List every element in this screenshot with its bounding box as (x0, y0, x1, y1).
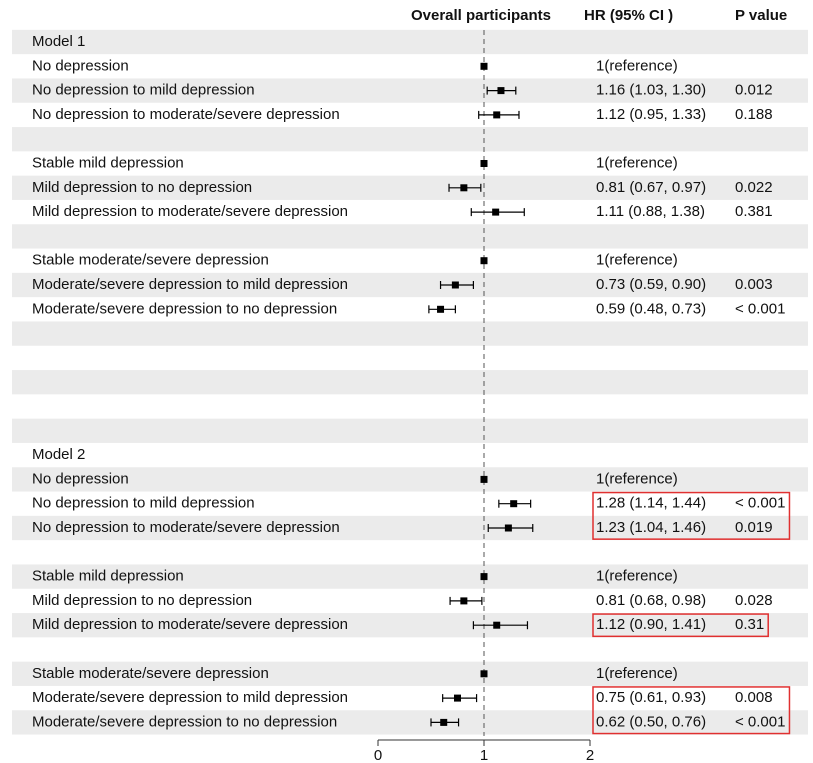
p-header: P value (735, 7, 787, 24)
row-label: Stable mild depression (32, 568, 184, 585)
p-value: < 0.001 (735, 713, 785, 730)
hr-text: 0.81 (0.67, 0.97) (596, 179, 706, 196)
hr-text: 1(reference) (596, 252, 678, 269)
p-value: 0.188 (735, 106, 773, 123)
row-shade (12, 613, 808, 638)
hr-text: 1.16 (1.03, 1.30) (596, 82, 706, 99)
hr-point (480, 257, 488, 265)
highlight-box (592, 686, 791, 735)
row-label: No depression (32, 470, 129, 487)
p-value: 0.022 (735, 179, 773, 196)
row-shade (12, 175, 808, 200)
hr-point (492, 208, 500, 216)
row-shade (12, 127, 808, 152)
hr-point (440, 718, 448, 726)
hr-point (480, 475, 488, 483)
x-tick-label: 2 (586, 747, 594, 763)
row-label: Moderate/severe depression to no depress… (32, 300, 337, 317)
hr-point (493, 111, 501, 119)
hr-text: 1.23 (1.04, 1.46) (596, 519, 706, 536)
p-value: 0.003 (735, 276, 773, 293)
hr-point (497, 87, 505, 95)
x-tick-label: 0 (374, 747, 382, 763)
row-label: Mild depression to moderate/severe depre… (32, 616, 348, 633)
hr-text: 0.75 (0.61, 0.93) (596, 689, 706, 706)
hr-text: 1(reference) (596, 57, 678, 74)
row-label: No depression to moderate/severe depress… (32, 519, 340, 536)
hr-text: 1.28 (1.14, 1.44) (596, 495, 706, 512)
row-shade (12, 370, 808, 395)
hr-point (480, 573, 488, 581)
hr-point (454, 694, 461, 702)
row-shade (12, 321, 808, 346)
highlight-box (592, 613, 769, 638)
hr-text: 1(reference) (596, 665, 678, 682)
row-label: No depression to mild depression (32, 82, 255, 99)
row-shade (12, 78, 808, 103)
plot-header: Overall participants (411, 7, 551, 24)
hr-point (504, 524, 512, 532)
row-label: Mild depression to no depression (32, 592, 252, 609)
hr-text: 1.12 (0.95, 1.33) (596, 106, 706, 123)
p-value: 0.008 (735, 689, 773, 706)
hr-point (480, 160, 488, 167)
row-shade (12, 272, 808, 298)
hr-point (451, 281, 459, 289)
hr-text: 1.12 (0.90, 1.41) (596, 616, 706, 633)
highlight-box (592, 491, 791, 540)
row-label: Stable mild depression (32, 154, 184, 171)
hr-point (460, 184, 468, 192)
row-shade (12, 29, 808, 55)
p-value: < 0.001 (735, 300, 785, 317)
row-label: No depression to moderate/severe depress… (32, 106, 340, 123)
row-label: Stable moderate/severe depression (32, 252, 269, 269)
hr-text: 0.62 (0.50, 0.76) (596, 713, 706, 730)
row-label: Mild depression to no depression (32, 179, 252, 196)
hr-text: 0.73 (0.59, 0.90) (596, 276, 706, 293)
row-label: No depression (32, 57, 129, 74)
hr-text: 0.81 (0.68, 0.98) (596, 592, 706, 609)
row-label: Mild depression to moderate/severe depre… (32, 203, 348, 220)
hr-point (460, 597, 468, 605)
p-value: 0.381 (735, 203, 773, 220)
row-label: Moderate/severe depression to mild depre… (32, 689, 348, 706)
row-shade (12, 224, 808, 249)
hr-point (480, 62, 488, 70)
hr-text: 1(reference) (596, 154, 678, 171)
row-shade (12, 564, 808, 589)
hr-text: 1(reference) (596, 568, 678, 585)
row-label: Stable moderate/severe depression (32, 665, 269, 682)
hr-point (480, 670, 488, 678)
p-value: 0.012 (735, 82, 773, 99)
hr-text: 1.11 (0.88, 1.38) (596, 203, 705, 220)
x-tick-label: 1 (480, 747, 488, 763)
row-shade (12, 467, 808, 492)
row-backgrounds (12, 29, 808, 735)
p-value: < 0.001 (735, 495, 785, 512)
row-shade (12, 661, 808, 686)
hr-point (493, 621, 501, 629)
p-value: 0.31 (735, 616, 764, 633)
row-label: Model 2 (32, 446, 85, 463)
hr-point (437, 305, 445, 313)
hr-point (510, 500, 518, 508)
row-label: Moderate/severe depression to mild depre… (32, 276, 348, 293)
row-label: No depression to mild depression (32, 495, 255, 512)
hr-header: HR (95% CI ) (584, 7, 673, 24)
row-shade (12, 418, 808, 443)
hr-text: 1(reference) (596, 470, 678, 487)
hr-text: 0.59 (0.48, 0.73) (596, 300, 706, 317)
p-value: 0.019 (735, 519, 773, 536)
row-shade (12, 515, 808, 541)
row-label: Moderate/severe depression to no depress… (32, 713, 337, 730)
row-shade (12, 710, 808, 735)
p-value: 0.028 (735, 592, 773, 609)
row-label: Model 1 (32, 33, 85, 50)
